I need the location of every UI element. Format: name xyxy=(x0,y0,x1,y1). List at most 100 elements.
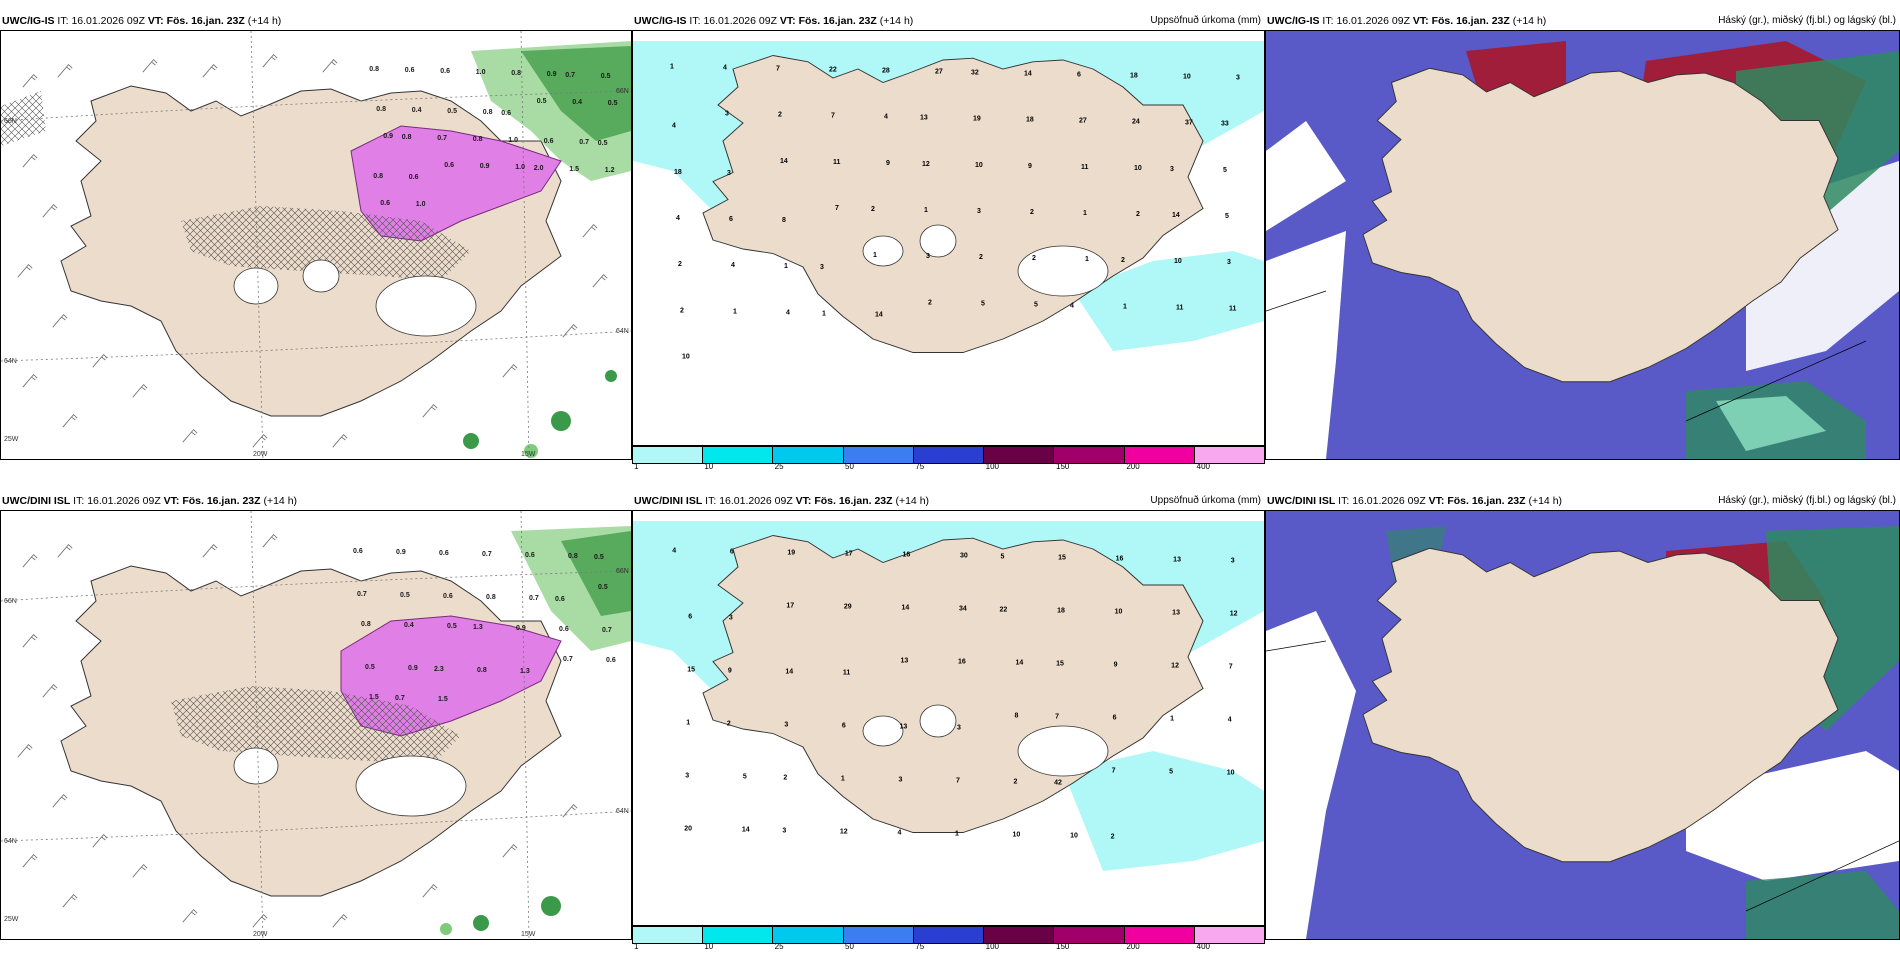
vt-time: VT: Fös. 16.jan. 23Z xyxy=(795,495,893,507)
value-label: 5 xyxy=(743,774,747,781)
value-label: 17 xyxy=(845,551,853,558)
vt-time: VT: Fös. 16.jan. 23Z xyxy=(1412,15,1510,27)
value-label: 5 xyxy=(981,300,985,307)
value-label: 13 xyxy=(900,658,908,665)
value-label: 2 xyxy=(1121,257,1125,264)
value-label: 14 xyxy=(901,605,909,612)
legend-swatch xyxy=(773,927,844,943)
value-label: 0.6 xyxy=(353,548,363,555)
value-label: 33 xyxy=(1221,121,1229,128)
legend-tick: 75 xyxy=(915,942,925,951)
field-title: Uppsöfnuð úrkoma (mm) xyxy=(1150,495,1261,506)
value-label: 1.0 xyxy=(515,164,525,171)
value-label: 1 xyxy=(841,776,845,783)
legend-swatch xyxy=(1054,927,1125,943)
value-label: 27 xyxy=(935,69,943,76)
value-label: 1.5 xyxy=(569,166,579,173)
value-label: 1 xyxy=(1083,210,1087,217)
it-label: IT: xyxy=(57,15,69,27)
legend-swatch xyxy=(703,447,774,463)
value-label: 10 xyxy=(1070,833,1078,840)
value-label: 0.8 xyxy=(483,109,493,116)
value-label: 18 xyxy=(1057,608,1065,615)
value-label: 6 xyxy=(730,549,734,556)
it-label: IT: xyxy=(689,15,701,27)
panel-bottom-middle: UWC/DINI ISL IT: 16.01.2026 09Z VT: Fös.… xyxy=(632,492,1265,951)
value-label: 14 xyxy=(1024,71,1032,78)
value-label: 7 xyxy=(1055,714,1059,721)
value-label: 10 xyxy=(1174,258,1182,265)
value-label: 34 xyxy=(959,606,967,613)
legend-swatch xyxy=(843,447,914,463)
value-label: 3 xyxy=(1231,558,1235,565)
value-label: 0.6 xyxy=(380,200,390,207)
lat-label: 64N xyxy=(616,808,629,815)
legend-tick: 50 xyxy=(845,942,854,951)
value-label: 5 xyxy=(1223,167,1227,174)
value-label: 1.3 xyxy=(520,668,530,675)
value-label: 11 xyxy=(1081,164,1089,171)
value-label: 20 xyxy=(684,826,692,833)
value-label: 14 xyxy=(1016,660,1024,667)
model-name: UWC/DINI ISL xyxy=(634,495,703,507)
model-name: UWC/IG-IS xyxy=(634,15,687,27)
value-label: 1 xyxy=(1170,716,1174,723)
lat-label: 66N xyxy=(4,598,17,605)
value-label: 0.8 xyxy=(511,70,521,77)
legend-swatch xyxy=(913,447,985,463)
lon-label: 15W xyxy=(521,451,536,458)
lon-label: 20W xyxy=(253,931,268,938)
value-label: 3 xyxy=(1170,166,1174,173)
value-label: 2.0 xyxy=(534,165,544,172)
value-label: 0.6 xyxy=(501,110,511,117)
value-label: 2 xyxy=(778,112,782,119)
legend-swatch xyxy=(843,927,914,943)
legend-tick: 400 xyxy=(1196,462,1211,471)
value-label: 18 xyxy=(674,169,682,176)
value-label: 0.9 xyxy=(408,665,418,672)
precip-map: 4 6 19 17 16 30 5 15 16 13 3 6 3 17 29 14 34 22 18 10 13 12 15… xyxy=(632,510,1265,926)
legend-tick: 200 xyxy=(1126,942,1140,951)
precip-values: 1 4 7 22 28 27 32 14 6 18 10 343 2 7 4 13 19 18 27 24 37 3318… xyxy=(670,64,1240,361)
panel-title: UWC/DINI ISL IT: 16.01.2026 09Z VT: Fös.… xyxy=(632,492,1265,510)
value-label: 0.8 xyxy=(373,173,383,180)
value-label: 0.5 xyxy=(598,584,608,591)
value-label: 2 xyxy=(727,721,731,728)
value-label: 5 xyxy=(1001,554,1005,561)
legend-tick: 150 xyxy=(1056,942,1070,951)
panel-bottom-right: UWC/DINI ISL IT: 16.01.2026 09Z VT: Fös.… xyxy=(1265,492,1900,944)
value-label: 7 xyxy=(1229,664,1233,671)
legend-swatch xyxy=(1124,447,1195,463)
value-label: 1.3 xyxy=(473,624,483,631)
value-label: 11 xyxy=(1229,305,1237,312)
value-label: 6 xyxy=(1077,72,1081,79)
value-label: 22 xyxy=(829,67,837,74)
it-time: 16.01.2026 09Z xyxy=(1336,15,1410,27)
value-label: 0.5 xyxy=(601,73,611,80)
value-label: 5 xyxy=(1169,769,1173,776)
panel-title: UWC/IG-IS IT: 16.01.2026 09Z VT: Fös. 16… xyxy=(1265,12,1900,30)
value-label: 12 xyxy=(922,161,930,168)
field-title: Háský (gr.), miðský (fj.bl.) og lágský (… xyxy=(1718,495,1896,506)
legend-swatch xyxy=(913,927,985,943)
panel-top-right: UWC/IG-IS IT: 16.01.2026 09Z VT: Fös. 16… xyxy=(1265,12,1900,464)
value-label: 0.8 xyxy=(486,594,496,601)
value-label: 0.9 xyxy=(480,163,490,170)
value-label: 18 xyxy=(1026,117,1034,124)
value-label: 0.7 xyxy=(579,139,589,146)
legend-swatch xyxy=(1194,447,1264,463)
value-label: 14 xyxy=(742,827,750,834)
value-label: 0.5 xyxy=(608,100,618,107)
lon-label: 25W xyxy=(4,436,19,443)
value-label: 0.8 xyxy=(369,66,379,73)
legend-tick: 100 xyxy=(985,462,1000,471)
value-label: 11 xyxy=(1176,304,1184,311)
precip-legend xyxy=(632,926,1265,944)
lat-label: 64N xyxy=(4,358,17,365)
value-label: 1 xyxy=(822,310,826,317)
value-label: 3 xyxy=(782,828,786,835)
value-label: 3 xyxy=(957,725,961,732)
it-label: IT: xyxy=(705,495,717,507)
value-label: 1 xyxy=(873,252,877,259)
field-title: Háský (gr.), miðský (fj.bl.) og lágský (… xyxy=(1718,15,1896,26)
